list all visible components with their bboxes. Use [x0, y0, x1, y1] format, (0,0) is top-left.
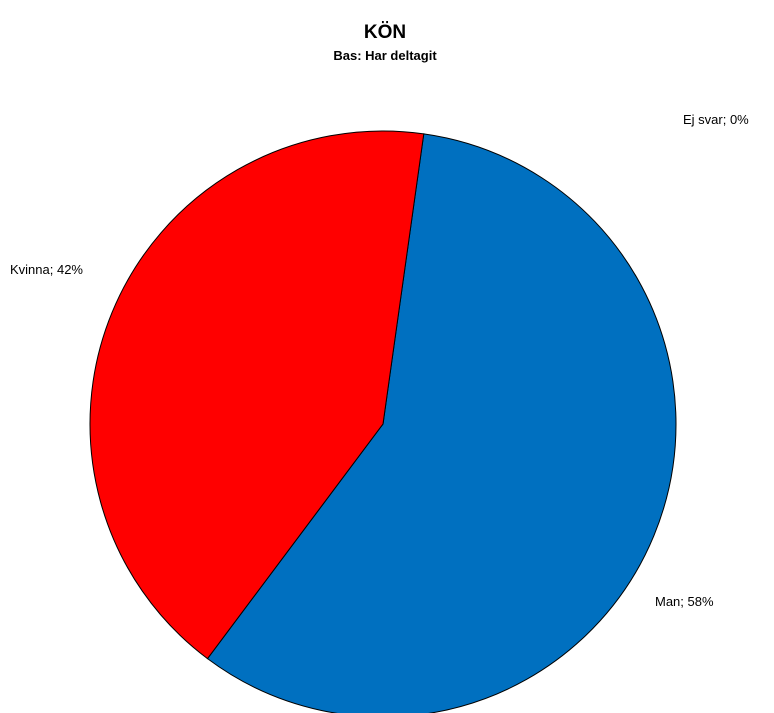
pie-data-labels: Man; 58% Kvinna; 42% Ej svar; 0%	[10, 112, 749, 609]
chart-title: KÖN	[364, 22, 406, 43]
chart-subtitle: Bas: Har deltagit	[333, 48, 437, 63]
slice-man	[206, 133, 677, 713]
data-label-ej-svar: Ej svar; 0%	[683, 112, 749, 127]
data-label-kvinna: Kvinna; 42%	[10, 262, 83, 277]
pie-slices	[89, 130, 677, 713]
data-label-man: Man; 58%	[655, 594, 714, 609]
slice-kvinna	[89, 130, 425, 660]
